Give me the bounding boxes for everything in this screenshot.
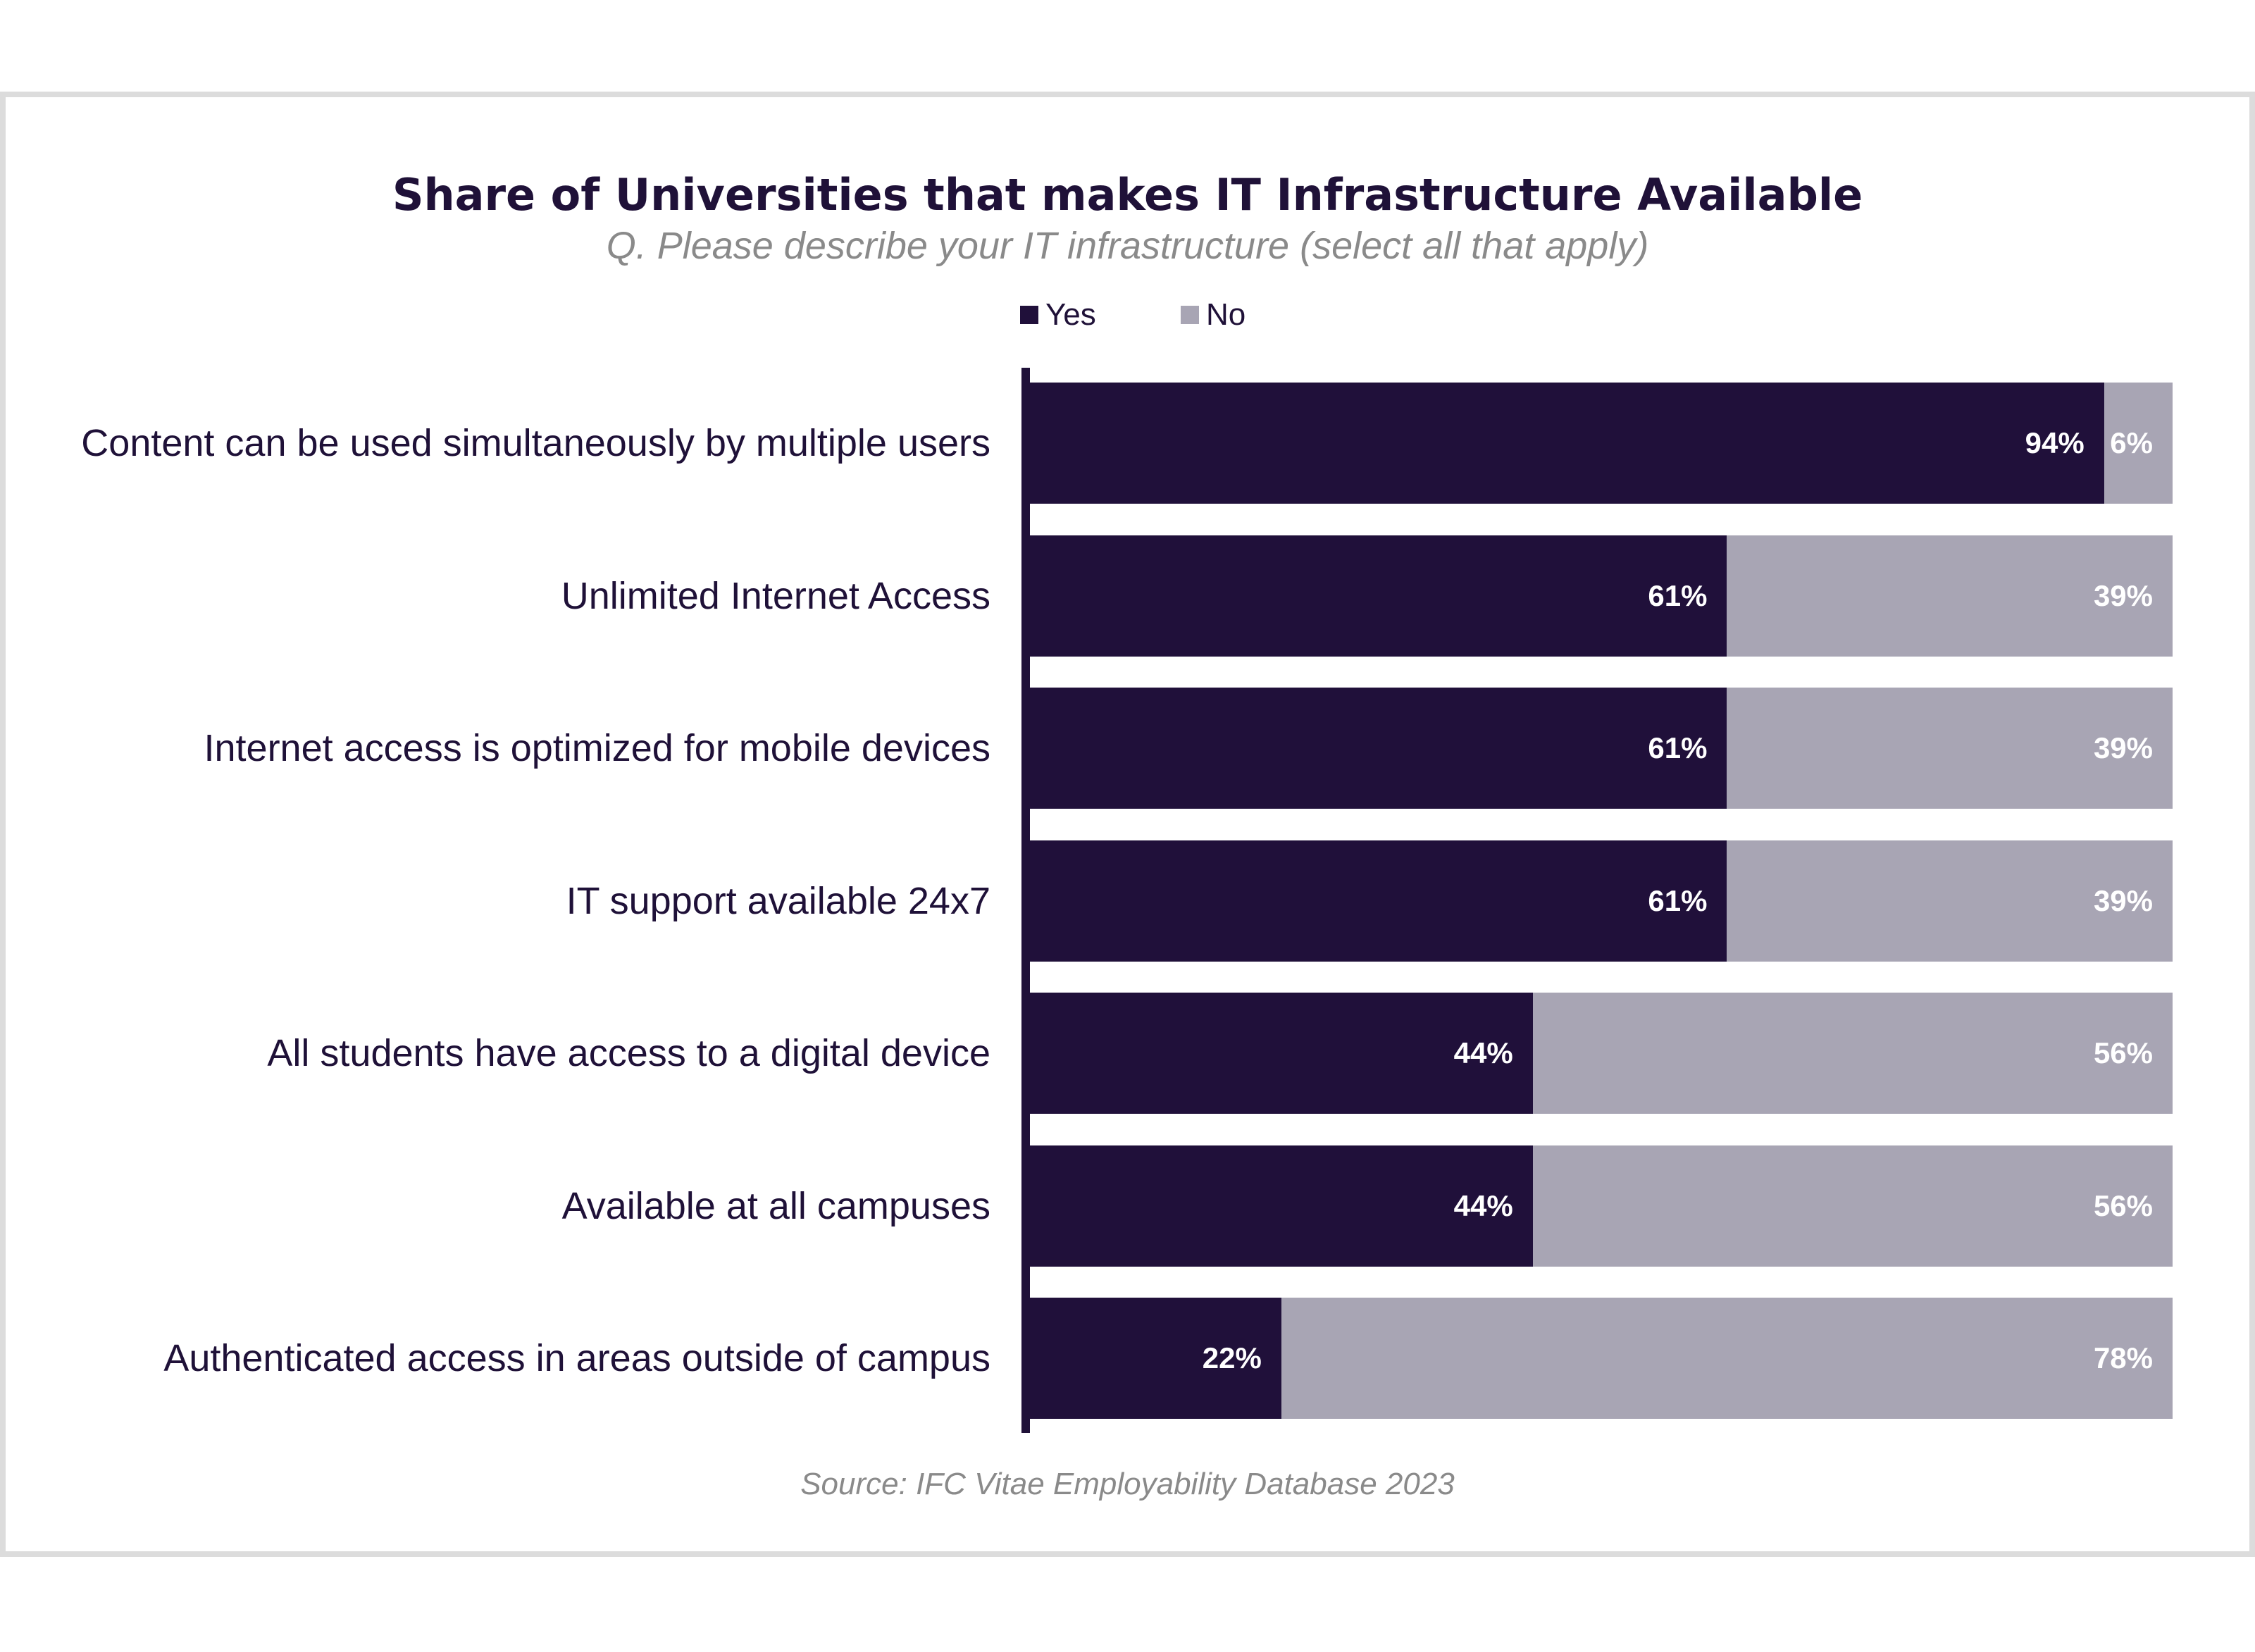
data-label-yes: 44% bbox=[1453, 1188, 1513, 1222]
category-label: Unlimited Internet Access bbox=[561, 574, 990, 617]
category-label: Content can be used simultaneously by mu… bbox=[81, 422, 990, 464]
bar-no bbox=[1727, 840, 2173, 962]
bar-no bbox=[2104, 383, 2173, 504]
category-label: IT support available 24x7 bbox=[566, 879, 990, 922]
data-label-yes: 44% bbox=[1453, 1036, 1513, 1069]
category-label: All students have access to a digital de… bbox=[267, 1032, 990, 1074]
data-label-no: 39% bbox=[2093, 883, 2153, 917]
bar-yes bbox=[1030, 993, 1533, 1114]
data-label-yes: 22% bbox=[1202, 1341, 1262, 1374]
data-label-yes: 94% bbox=[2025, 426, 2085, 459]
data-label-no: 39% bbox=[2093, 731, 2153, 764]
legend-swatch-no bbox=[1181, 306, 1199, 324]
category-label: Available at all campuses bbox=[561, 1184, 990, 1227]
source-note: Source: IFC Vitae Employability Database… bbox=[800, 1467, 1455, 1501]
data-label-no: 6% bbox=[2110, 426, 2153, 459]
bar-yes bbox=[1030, 1145, 1533, 1267]
legend-swatch-yes bbox=[1020, 306, 1038, 324]
data-label-no: 78% bbox=[2093, 1341, 2153, 1374]
category-label: Authenticated access in areas outside of… bbox=[163, 1337, 990, 1379]
legend-label-no: No bbox=[1206, 297, 1246, 332]
bar-yes bbox=[1030, 1298, 1281, 1419]
category-label: Internet access is optimized for mobile … bbox=[204, 727, 991, 769]
data-label-yes: 61% bbox=[1648, 883, 1708, 917]
bar-no bbox=[1727, 535, 2173, 657]
bar-yes bbox=[1030, 840, 1727, 962]
chart-subtitle: Q. Please describe your IT infrastructur… bbox=[606, 225, 1649, 267]
category-axis-line bbox=[1021, 368, 1030, 1433]
data-label-no: 56% bbox=[2093, 1036, 2153, 1069]
bar-no bbox=[1727, 688, 2173, 809]
bar-no bbox=[1281, 1298, 2173, 1419]
bar-no bbox=[1532, 993, 2173, 1114]
data-label-no: 39% bbox=[2093, 578, 2153, 612]
legend-item-yes: Yes bbox=[1020, 297, 1096, 333]
legend-label-yes: Yes bbox=[1045, 297, 1096, 332]
bar-no bbox=[1532, 1145, 2173, 1267]
bar-yes bbox=[1030, 535, 1727, 657]
chart-title: Share of Universities that makes IT Infr… bbox=[392, 169, 1863, 221]
data-label-no: 56% bbox=[2093, 1188, 2153, 1222]
data-label-yes: 61% bbox=[1648, 578, 1708, 612]
bar-yes bbox=[1030, 383, 2104, 504]
bar-yes bbox=[1030, 688, 1727, 809]
data-label-yes: 61% bbox=[1648, 731, 1708, 764]
legend-item-no: No bbox=[1181, 297, 1245, 333]
